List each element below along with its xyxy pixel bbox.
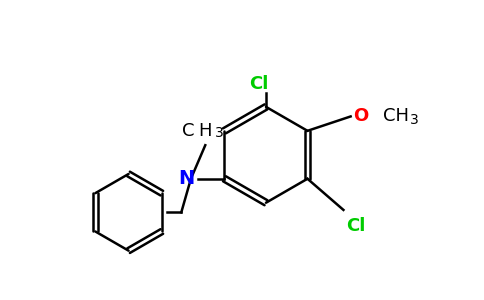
Text: Cl: Cl <box>249 75 269 93</box>
Text: CH: CH <box>383 107 409 125</box>
Text: C: C <box>182 122 195 140</box>
Text: 3: 3 <box>215 126 224 140</box>
Text: 3: 3 <box>410 113 419 127</box>
Text: N: N <box>178 169 194 188</box>
Text: Cl: Cl <box>346 217 365 235</box>
Text: O: O <box>353 107 368 125</box>
Text: H: H <box>198 122 212 140</box>
